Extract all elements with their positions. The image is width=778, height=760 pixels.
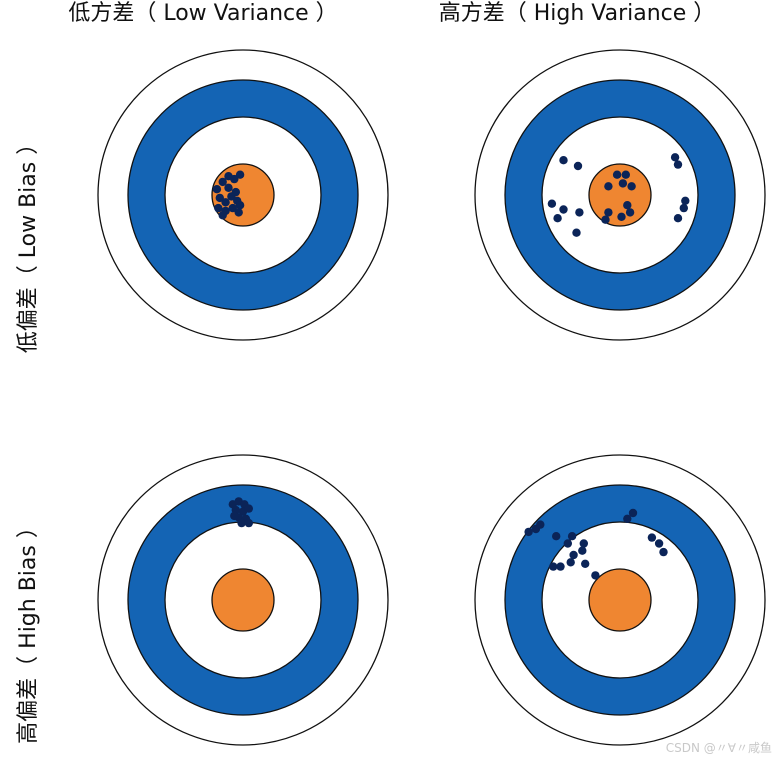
hit-point <box>623 201 632 210</box>
hit-point <box>628 508 638 518</box>
row-title-high-bias: 高偏差（ High Bias ） <box>16 516 41 744</box>
hit-point <box>673 160 683 169</box>
hit-point <box>569 550 578 560</box>
target-bullseye <box>588 163 652 227</box>
hit-point <box>553 214 562 223</box>
hit-point <box>612 170 622 179</box>
hit-point <box>228 203 237 213</box>
hit-point <box>579 539 588 548</box>
hit-point <box>547 199 557 208</box>
hit-point <box>618 179 628 188</box>
hit-point <box>681 196 690 205</box>
hit-point <box>621 170 630 179</box>
target-bullseye <box>211 568 275 632</box>
hit-point <box>575 208 584 217</box>
hit-point <box>627 182 636 191</box>
hit-point <box>221 198 230 207</box>
hit-point <box>591 571 600 580</box>
hit-point <box>659 547 668 557</box>
hit-point <box>604 208 613 217</box>
hit-point <box>604 182 613 191</box>
hit-point <box>552 532 561 541</box>
column-title-low-variance: 低方差（ Low Variance ） <box>68 1 337 26</box>
column-title-high-variance: 高方差（ High Variance ） <box>439 1 716 26</box>
hit-point <box>235 201 245 210</box>
hit-point <box>230 511 239 521</box>
hit-point <box>647 533 657 542</box>
hit-point <box>559 205 568 214</box>
hit-point <box>623 514 632 523</box>
hit-point <box>572 228 581 237</box>
target-bullseye <box>588 568 652 632</box>
hit-point <box>573 161 583 171</box>
hit-point <box>556 562 565 571</box>
hit-point <box>549 562 558 571</box>
hit-point <box>670 153 680 162</box>
hit-point <box>581 559 590 568</box>
hit-point <box>566 558 575 567</box>
hit-point <box>214 203 223 213</box>
hit-point <box>218 211 227 220</box>
hit-point <box>679 203 688 213</box>
hit-point <box>654 539 664 548</box>
hit-point <box>235 170 245 179</box>
hit-point <box>237 518 246 528</box>
hit-point <box>559 156 568 165</box>
hit-point <box>212 185 222 194</box>
hit-point <box>218 177 227 187</box>
targets-grid <box>97 49 766 746</box>
hit-point <box>231 187 240 197</box>
hit-point <box>625 208 635 217</box>
target-high-bias-high-variance <box>474 454 766 746</box>
target-low-bias-low-variance <box>97 49 389 341</box>
hit-point <box>563 539 572 548</box>
hit-point <box>673 214 683 223</box>
watermark: CSDN @〃∀〃咸鱼 <box>666 741 772 755</box>
hit-point <box>230 174 239 184</box>
hit-point <box>601 215 610 224</box>
hit-point <box>567 532 577 541</box>
hit-point <box>244 518 253 528</box>
target-low-bias-high-variance <box>474 49 766 341</box>
hit-point <box>244 504 253 513</box>
row-title-low-bias: 低偏差（ Low Bias ） <box>16 133 41 353</box>
hit-point <box>215 193 224 203</box>
target-high-bias-low-variance <box>97 454 389 746</box>
hit-point <box>578 546 587 555</box>
hit-point <box>536 520 545 529</box>
hit-point <box>524 527 533 537</box>
hit-point <box>234 208 243 217</box>
hit-point <box>617 212 626 221</box>
hit-point <box>224 183 233 192</box>
